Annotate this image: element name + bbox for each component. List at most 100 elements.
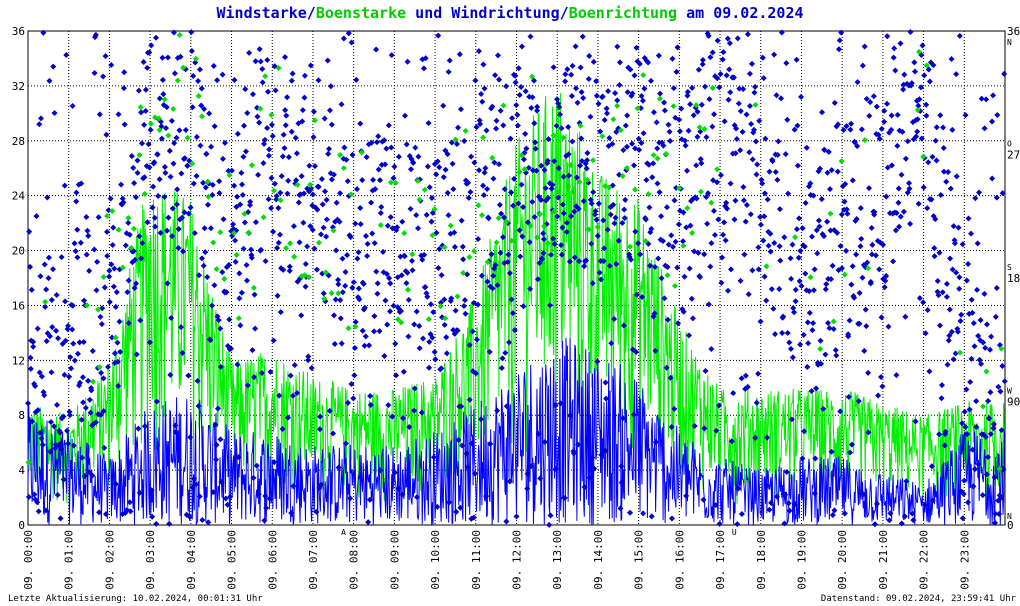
wind-dir-point	[219, 155, 226, 162]
wind-dir-point	[301, 72, 308, 79]
wind-dir-point	[552, 466, 559, 473]
wind-dir-point	[554, 213, 561, 220]
wind-dir-point	[424, 293, 431, 300]
wind-dir-point	[554, 96, 561, 103]
wind-dir-point	[774, 152, 781, 159]
y-tick-label: 20	[12, 245, 25, 258]
wind-dir-point	[244, 382, 251, 389]
wind-dir-point	[348, 381, 355, 388]
wind-dir-point	[540, 230, 547, 237]
wind-dir-point	[715, 216, 722, 223]
wind-dir-point	[712, 502, 719, 509]
wind-dir-point	[853, 251, 860, 258]
wind-dir-point	[724, 205, 731, 212]
wind-dir-point	[799, 455, 806, 462]
wind-dir-point	[788, 275, 795, 282]
wind-dir-point	[640, 130, 647, 137]
wind-dir-point	[275, 205, 282, 212]
wind-dir-point	[450, 186, 457, 193]
wind-dir-point	[78, 416, 85, 423]
wind-dir-point	[609, 140, 616, 147]
wind-dir-point	[424, 163, 431, 170]
wind-dir-point	[755, 244, 762, 251]
wind-dir-point	[900, 208, 907, 215]
wind-dir-point	[555, 194, 562, 201]
wind-dir-point	[898, 520, 905, 527]
wind-dir-point	[888, 126, 895, 133]
wind-dir-point	[92, 31, 99, 38]
gust-dir-point	[861, 137, 868, 144]
gust-dir-point	[330, 227, 337, 234]
wind-dir-point	[773, 493, 780, 500]
wind-dir-point	[694, 108, 701, 115]
gust-dir-point	[599, 133, 606, 140]
wind-dir-point	[341, 144, 348, 151]
wind-dir-point	[707, 54, 714, 61]
wind-dir-point	[932, 137, 939, 144]
wind-dir-point	[768, 499, 775, 506]
wind-dir-point	[921, 501, 928, 508]
wind-dir-point	[255, 171, 262, 178]
wind-dir-point	[252, 219, 259, 226]
wind-dir-point	[918, 84, 925, 91]
wind-dir-point	[575, 205, 582, 212]
gust-dir-point	[90, 378, 97, 385]
wind-dir-point	[820, 233, 827, 240]
gust-dir-point	[441, 244, 448, 251]
wind-dir-point	[757, 221, 764, 228]
gust-dir-point	[345, 325, 352, 332]
wind-dir-point	[766, 168, 773, 175]
wind-dir-point	[720, 49, 727, 56]
gust-dir-point	[484, 259, 491, 266]
wind-dir-point	[386, 308, 393, 315]
wind-dir-point	[436, 164, 443, 171]
wind-dir-point	[923, 101, 930, 108]
wind-dir-point	[848, 441, 855, 448]
wind-dir-point	[320, 224, 327, 231]
wind-dir-point	[688, 295, 695, 302]
wind-dir-point	[335, 464, 342, 471]
wind-dir-point	[36, 369, 43, 376]
wind-dir-point	[860, 491, 867, 498]
wind-dir-point	[395, 153, 402, 160]
gust-dir-point	[565, 183, 572, 190]
wind-dir-point	[254, 113, 261, 120]
wind-dir-point	[755, 266, 762, 273]
wind-dir-point	[89, 347, 96, 354]
wind-dir-point	[162, 125, 169, 132]
gust-dir-point	[480, 134, 487, 141]
wind-dir-point	[200, 179, 207, 186]
wind-dir-point	[149, 513, 156, 520]
wind-dir-point	[173, 201, 180, 208]
wind-dir-point	[365, 519, 372, 526]
wind-dir-point	[547, 302, 554, 309]
wind-dir-point	[443, 350, 450, 357]
wind-dir-point	[260, 140, 267, 147]
wind-dir-point	[302, 261, 309, 268]
wind-dir-point	[130, 164, 137, 171]
wind-dir-point	[765, 242, 772, 249]
wind-dir-point	[159, 54, 166, 61]
wind-dir-point	[442, 166, 449, 173]
wind-dir-point	[836, 37, 843, 44]
wind-dir-point	[471, 470, 478, 477]
wind-dir-point	[96, 509, 103, 516]
wind-dir-point	[34, 325, 41, 332]
wind-dir-point	[383, 271, 390, 278]
wind-dir-point	[236, 270, 243, 277]
wind-dir-point	[132, 194, 139, 201]
wind-dir-point	[270, 228, 277, 235]
wind-dir-point	[629, 140, 636, 147]
wind-dir-point	[594, 358, 601, 365]
wind-dir-point	[387, 214, 394, 221]
wind-dir-point	[728, 438, 735, 445]
compass-label: N	[1007, 512, 1012, 521]
wind-dir-point	[707, 263, 714, 270]
wind-dir-point	[726, 40, 733, 47]
wind-dir-point	[238, 169, 245, 176]
wind-dir-point	[661, 295, 668, 302]
wind-dir-point	[342, 268, 349, 275]
wind-dir-point	[660, 142, 667, 149]
chart-title: Windstarke/Boenstarke und Windrichtung/B…	[216, 4, 803, 22]
x-marker: U	[732, 528, 737, 537]
